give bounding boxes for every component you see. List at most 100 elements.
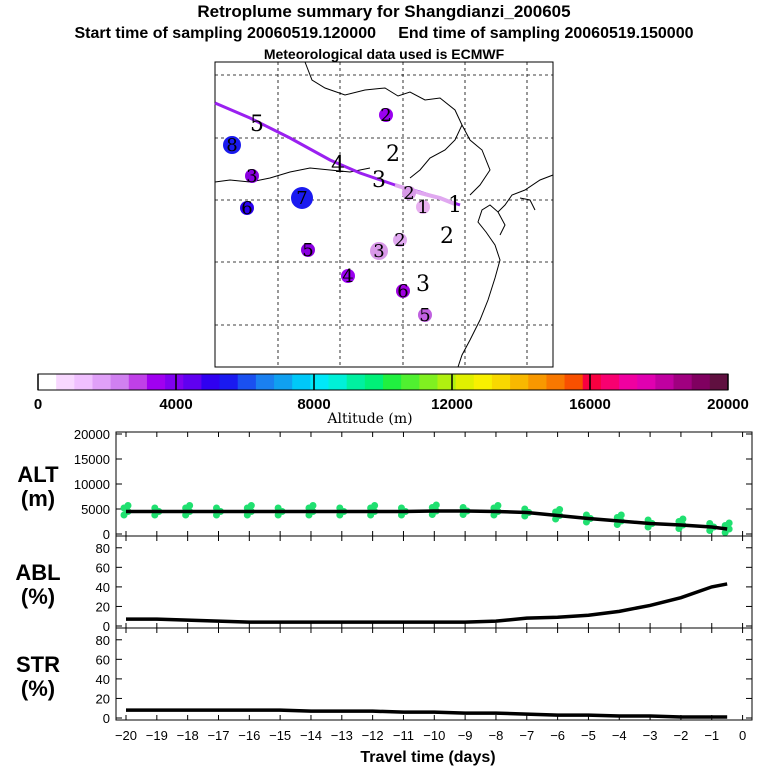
panel-abl: 0 20 40 60 80 ABL(%) [15, 535, 753, 634]
x-tick-label: −8 [489, 728, 504, 743]
colorbar-cell [546, 374, 566, 390]
x-tick-label: −3 [643, 728, 658, 743]
alt-scatter-point [556, 506, 564, 513]
cluster-marker-dot [245, 169, 259, 183]
y-tick-label: 60 [96, 560, 110, 575]
x-tick-label: −13 [331, 728, 353, 743]
colorbar-cell [673, 374, 693, 390]
altitude-colorbar: 0 4000 8000 12000 16000 20000 Altitude (m) [34, 373, 749, 427]
cluster-marker-dot [379, 108, 393, 122]
cluster-marker-label: 3 [372, 168, 386, 193]
cluster-marker: 6 [240, 198, 254, 219]
cluster-marker: 5 [301, 240, 315, 261]
x-tick-label: −18 [177, 728, 199, 743]
colorbar-cell [491, 374, 511, 390]
colorbar-cell [619, 374, 638, 390]
x-tick-label: −10 [423, 728, 445, 743]
alt-scatter-point [186, 502, 194, 509]
cluster-marker: 3 [372, 168, 386, 193]
alt-scatter-point [459, 504, 467, 511]
colorbar-cell [310, 374, 330, 390]
y-tick-label: 20000 [74, 427, 110, 442]
series-line [126, 582, 728, 624]
cluster-marker-label: 4 [331, 153, 345, 178]
alt-scatter-point [679, 515, 687, 523]
cluster-marker-label: 8 [226, 135, 237, 156]
colorbar-cell [383, 374, 402, 390]
panel-ylabel-name: STR [16, 652, 60, 677]
cluster-marker-label: 1 [448, 193, 462, 218]
panel-frame [115, 431, 753, 537]
y-tick-label: 80 [96, 541, 110, 556]
cluster-marker: 2 [386, 142, 400, 167]
cluster-marker-label: 6 [241, 198, 252, 219]
y-tick-label: 0 [103, 527, 110, 542]
alt-scatter-point [617, 511, 625, 519]
cluster-marker: 2 [379, 105, 393, 126]
alt-scatter-point [432, 501, 440, 509]
cluster-marker-label: 4 [342, 266, 353, 287]
x-tick-label: −19 [146, 728, 168, 743]
x-tick-label: −9 [458, 728, 473, 743]
panel-ylabel-name: ALT [17, 462, 59, 487]
colorbar-cell [292, 374, 311, 390]
sampling-times: Start time of sampling 20060519.120000 E… [0, 25, 768, 43]
colorbar-cell [364, 374, 384, 390]
cluster-marker: 3 [245, 166, 259, 187]
cluster-marker-label: 5 [250, 112, 264, 137]
colorbar-cell [528, 374, 547, 390]
cluster-marker: 5 [250, 112, 264, 137]
colorbar-tick-label: 12000 [431, 396, 473, 413]
x-axis-label: Travel time (days) [360, 749, 495, 766]
alt-scatter-point [124, 502, 132, 509]
cluster-marker-dot [418, 308, 432, 322]
x-tick-label: −4 [612, 728, 627, 743]
y-tick-label: 80 [96, 633, 110, 648]
colorbar-label: Altitude (m) [326, 411, 412, 427]
x-tick-label: −17 [207, 728, 229, 743]
colorbar-cell [655, 374, 675, 390]
cluster-marker: 1 [448, 193, 462, 218]
y-tick-label: 40 [96, 672, 110, 687]
map-gridlines [215, 62, 553, 367]
cluster-marker-dot [291, 187, 313, 209]
x-tick-label: −6 [550, 728, 565, 743]
x-tick-label: −14 [300, 728, 322, 743]
panel-ylabel-unit: (%) [21, 676, 55, 701]
cluster-marker: 5 [418, 305, 432, 326]
y-tick-label: 20 [96, 691, 110, 706]
colorbar-cell [328, 374, 348, 390]
cluster-marker: 7 [291, 187, 313, 209]
colorbar-cell [510, 374, 529, 390]
cluster-marker: 3 [416, 272, 430, 297]
x-tick-label: −5 [581, 728, 596, 743]
panel-alt: 0 5000 10000 15000 20000 ALT(m) [17, 427, 753, 542]
cluster-marker: 4 [341, 266, 355, 287]
cluster-marker-dot [341, 269, 355, 283]
panel-frame [115, 627, 753, 721]
cluster-marker-label: 3 [246, 166, 257, 187]
series-line [126, 708, 728, 719]
cluster-marker-label: 3 [416, 272, 430, 297]
colorbar-cell [455, 374, 475, 390]
y-tick-label: 15000 [74, 452, 110, 467]
cluster-marker-label: 2 [403, 183, 414, 204]
colorbar-cell [564, 374, 584, 390]
cluster-marker-dot [370, 242, 388, 260]
panel-frame [115, 535, 753, 629]
y-tick-label: 20 [96, 599, 110, 614]
y-tick-label: 40 [96, 580, 110, 595]
colorbar-tick-label: 4000 [159, 396, 192, 413]
cluster-marker: 6 [396, 281, 410, 302]
cluster-marker: 2 [440, 224, 454, 249]
y-tick-label: 0 [103, 619, 110, 634]
cluster-marker-dot [402, 186, 416, 200]
map-borders [214, 61, 554, 368]
cluster-marker: 1 [416, 197, 430, 218]
cluster-marker-dot [393, 233, 407, 247]
cluster-marker-dot [240, 201, 254, 215]
start-time-label: Start time of sampling 20060519.120000 [74, 25, 377, 42]
